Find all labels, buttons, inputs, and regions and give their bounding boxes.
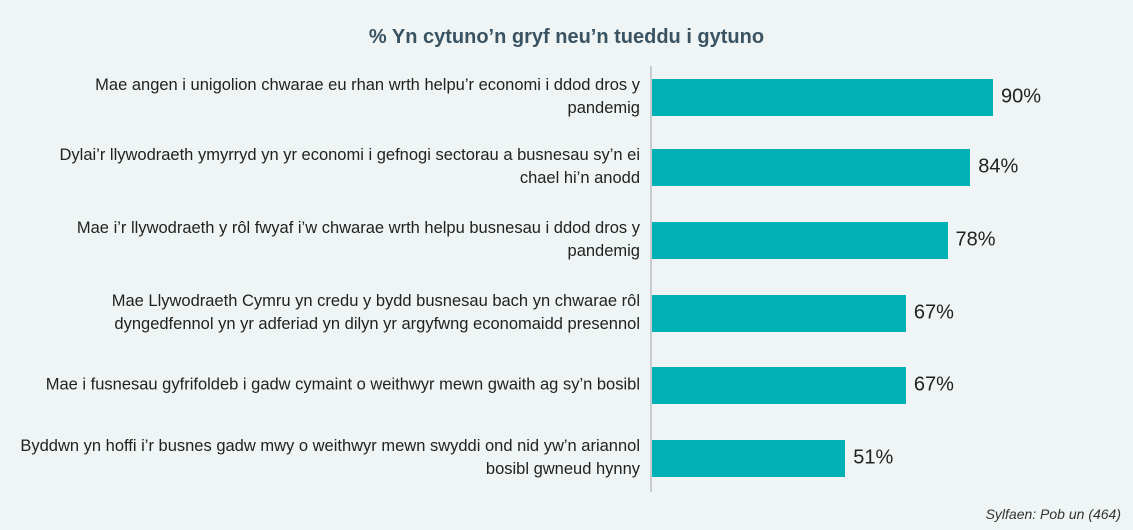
value-label: 67% — [913, 301, 954, 324]
category-label: Byddwn yn hoffi i’r busnes gadw mwy o we… — [20, 437, 640, 478]
bar — [652, 294, 906, 332]
bar — [652, 221, 948, 259]
category-label: Dylai’r llywodraeth ymyrryd yn yr econom… — [59, 146, 640, 187]
category-label: Mae Llywodraeth Cymru yn credu y bydd bu… — [111, 292, 640, 333]
source-note: Sylfaen: Pob un (464) — [985, 506, 1121, 522]
value-label: 51% — [853, 446, 894, 469]
bar — [652, 148, 971, 186]
bar — [652, 78, 993, 116]
category-label: Mae angen i unigolion chwarae eu rhan wr… — [95, 76, 640, 117]
chart-title: % Yn cytuno’n gryf neu’n tueddu i gytuno — [368, 26, 765, 48]
bar — [652, 366, 906, 404]
value-label: 78% — [955, 228, 996, 251]
bar — [652, 439, 846, 477]
category-label: Mae i’r llywodraeth y rôl fwyaf i’w chwa… — [76, 219, 640, 260]
category-label: Mae i fusnesau gyfrifoldeb i gadw cymain… — [45, 375, 640, 394]
value-label: 67% — [913, 373, 954, 396]
value-label: 90% — [1001, 85, 1042, 108]
value-label: 84% — [978, 155, 1019, 178]
axis-line — [650, 66, 652, 492]
